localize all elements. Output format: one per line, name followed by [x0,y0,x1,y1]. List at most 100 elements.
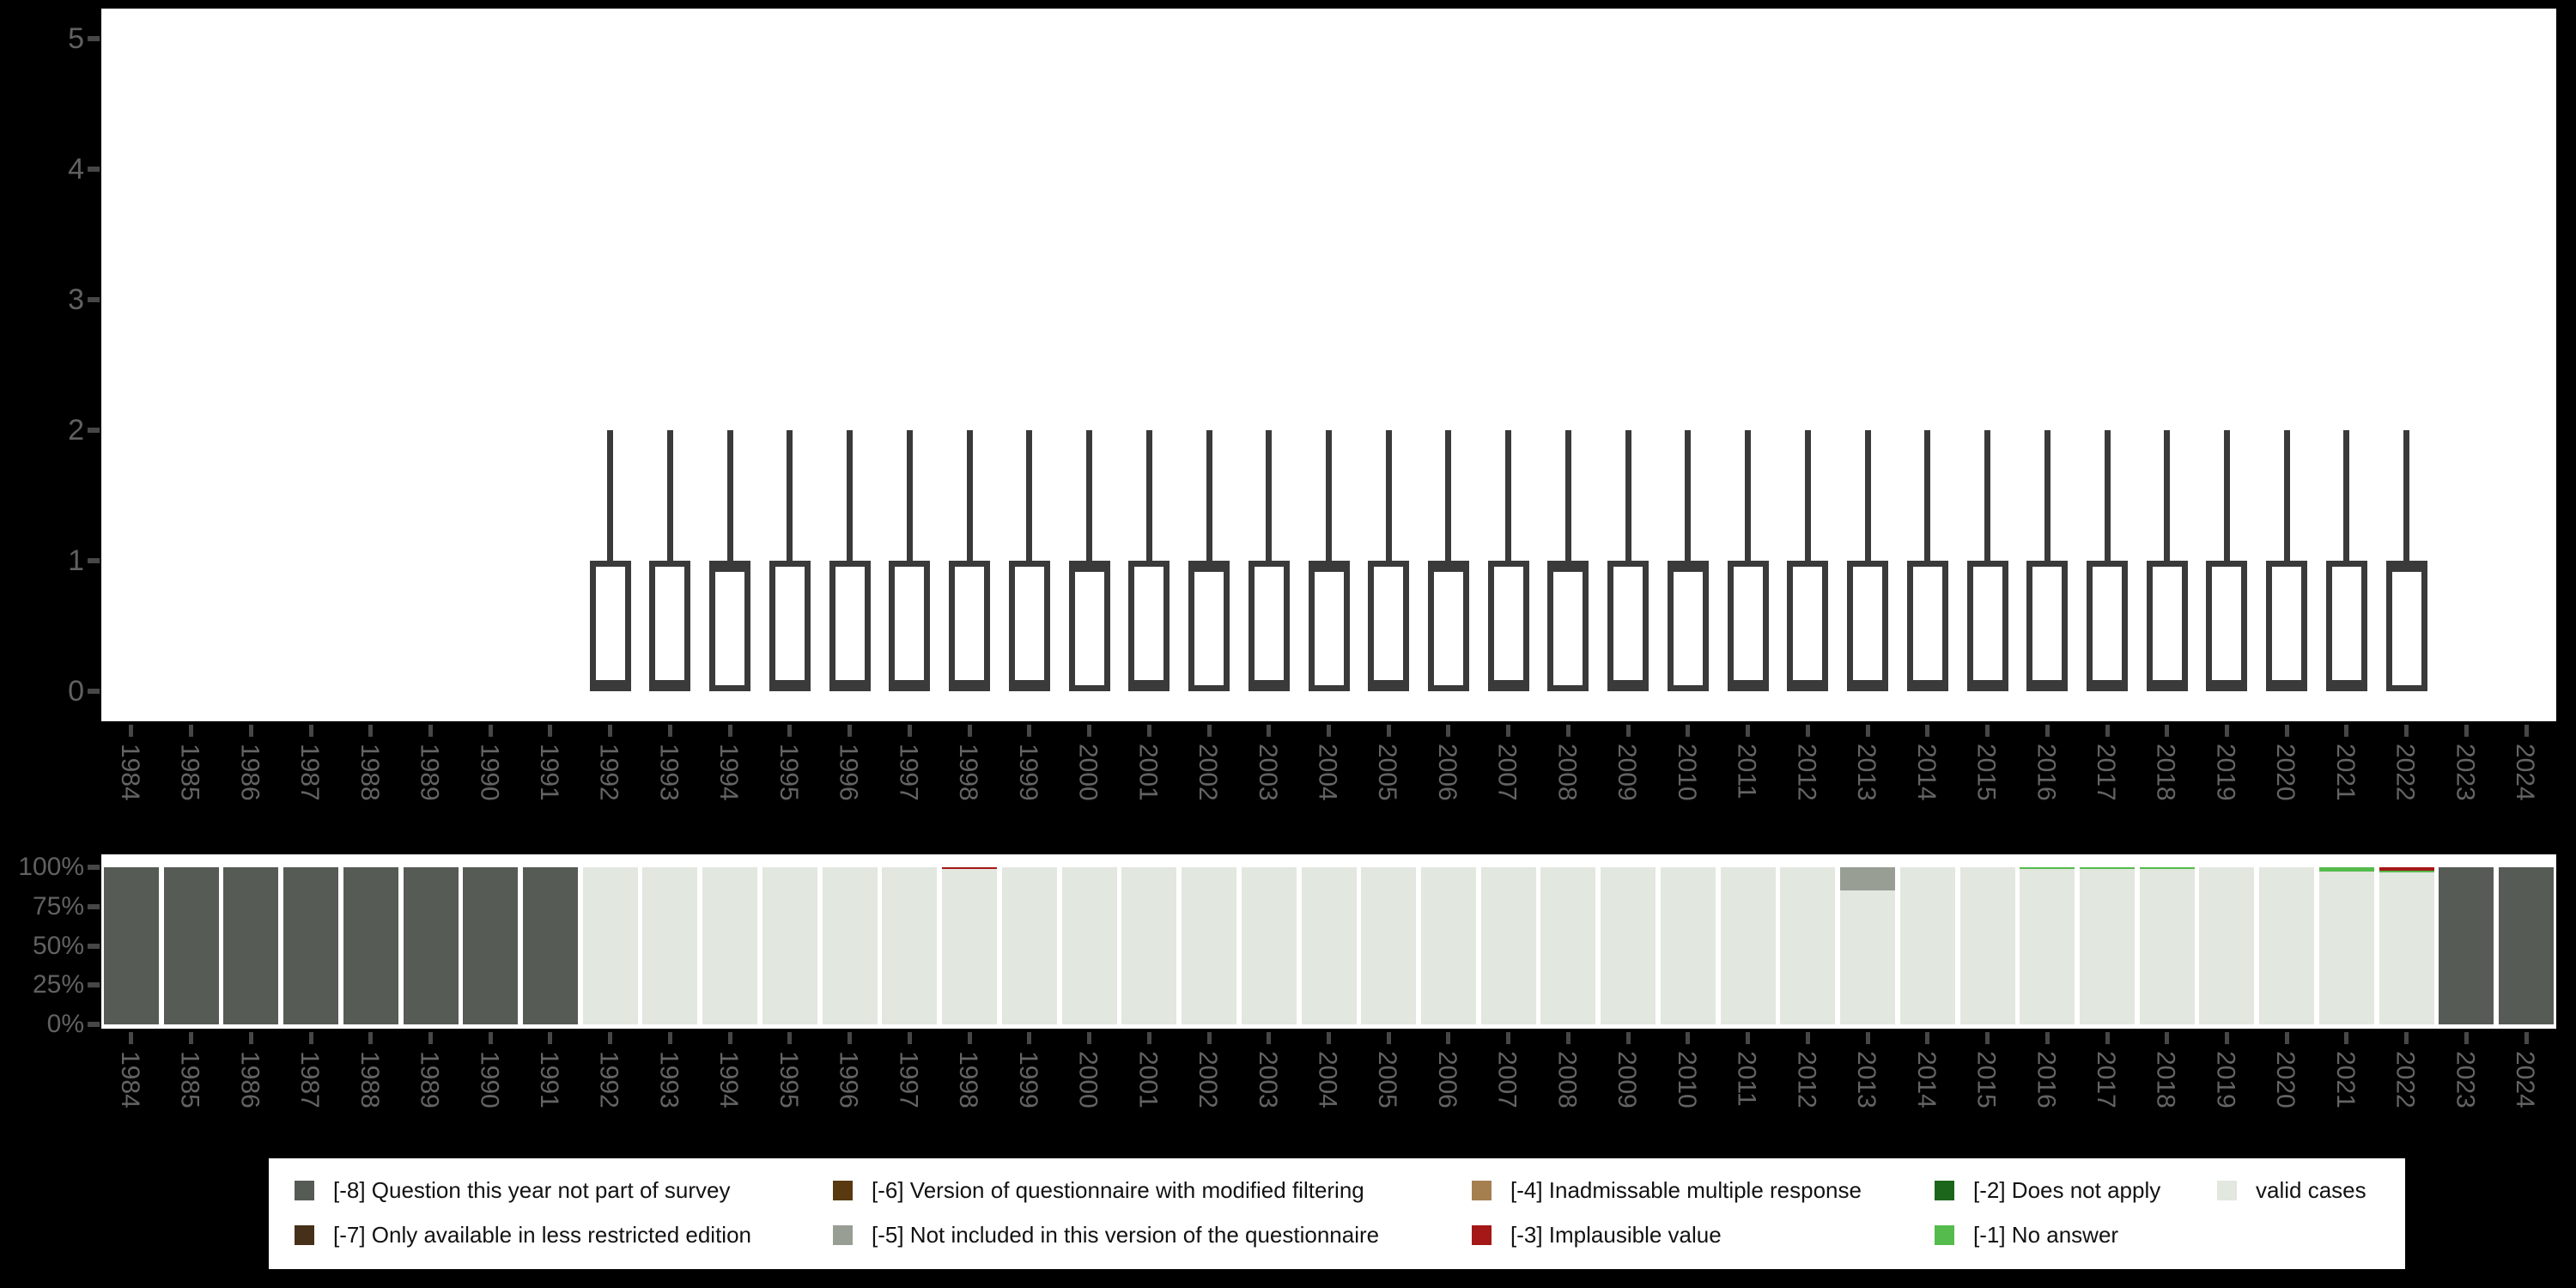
bar-x-tick-mark [2044,1032,2050,1044]
boxplot-x-tick-mark [1565,725,1571,737]
box-whisker [2164,430,2171,561]
bar-segment--1 [2020,867,2075,869]
stacked-bar-1995 [762,867,817,1024]
box-median [889,680,931,691]
boxplot-x-tick-label: 1997 [894,744,923,801]
boxplot-y-tick-mark [88,167,100,172]
boxplot-x-tick-mark [1925,725,1930,737]
bar-x-tick-mark [2105,1032,2110,1044]
box-whisker [847,430,854,561]
bar-segment-valid [2080,868,2135,1024]
box-median [2325,680,2367,691]
bar-x-tick-label: 1998 [954,1051,983,1109]
bar-x-tick-label: 2005 [1373,1051,1402,1109]
stacked-bar-1988 [343,867,398,1024]
boxplot-x-tick-label: 2021 [2330,744,2360,801]
box-body [649,561,691,691]
legend-swatch--8 [295,1181,314,1200]
box-whisker [1924,430,1931,561]
boxplot-x-tick-mark [907,725,912,737]
box-whisker [966,430,973,561]
box-median [1308,561,1350,572]
bar-x-tick-mark [967,1032,972,1044]
bar-segment--1 [2080,867,2135,869]
bar-segment-valid [822,867,878,1024]
box-whisker [1864,430,1871,561]
bar-x-tick-label: 1985 [175,1051,204,1109]
boxplot-x-tick-mark [368,725,374,737]
stacked-bar-1989 [403,867,459,1024]
boxplot-x-tick-mark [129,725,134,737]
boxplot-x-tick-mark [2284,725,2289,737]
legend-swatch--6 [833,1181,853,1200]
bar-x-tick-mark [787,1032,793,1044]
stacked-bar-2003 [1241,867,1297,1024]
bar-segment--8 [223,867,279,1024]
bar-segment-valid [2139,868,2195,1024]
bar-segment-valid [2259,867,2315,1024]
bar-x-tick-label: 2018 [2151,1051,2180,1109]
box-body [2206,561,2248,691]
boxplot-x-tick-mark [2464,725,2469,737]
bar-segment--8 [522,867,578,1024]
box-median [1248,680,1290,691]
box-body [2026,561,2069,691]
legend-swatch--1 [1935,1225,1954,1245]
boxplot-x-tick-mark [2165,725,2170,737]
boxplot-x-tick-mark [1386,725,1391,737]
box-median [1487,680,1529,691]
box-body [1368,561,1410,691]
boxplot-x-tick-label: 2004 [1313,744,1342,801]
boxplot-x-tick-mark [488,725,493,737]
bar-segment--5 [1840,867,1896,891]
boxplot-x-tick-mark [2105,725,2110,737]
bar-x-tick-mark [189,1032,194,1044]
box-median [769,680,811,691]
bar-segment--1 [2379,870,2434,873]
boxplot-x-tick-mark [548,725,553,737]
box-whisker [1206,430,1212,561]
box-median [2385,561,2427,572]
box-body [709,561,751,691]
box-whisker [1445,430,1452,561]
boxplot-x-tick-mark [1506,725,1511,737]
bar-segment--3 [942,867,998,869]
bar-x-tick-label: 1993 [654,1051,683,1109]
box-whisker [607,430,614,561]
boxplot-x-tick-mark [1805,725,1810,737]
bar-x-tick-mark [1746,1032,1751,1044]
stacked-bar-2005 [1361,867,1417,1024]
bar-x-tick-mark [129,1032,134,1044]
bar-x-tick-mark [1565,1032,1571,1044]
boxplot-x-tick-mark [1146,725,1151,737]
boxplot-x-tick-mark [1865,725,1870,737]
bar-x-tick-mark [1146,1032,1151,1044]
bar-x-tick-label: 2003 [1253,1051,1282,1109]
bar-x-tick-mark [667,1032,672,1044]
boxplot-y-tick-label: 5 [68,22,84,55]
legend: [-8] Question this year not part of surv… [269,1158,2405,1269]
bar-x-tick-mark [248,1032,253,1044]
bar-x-tick-label: 2000 [1073,1051,1103,1109]
boxplot-x-tick-mark [1206,725,1212,737]
boxplot-y-tick-label: 2 [68,414,84,447]
boxplot-x-tick-label: 2001 [1133,744,1163,801]
stacked-bar-2012 [1780,867,1836,1024]
stacked-bar-2011 [1720,867,1776,1024]
boxplot-x-tick-label: 1991 [534,744,563,801]
boxplot-x-tick-mark [189,725,194,737]
boxplot-x-tick-label: 2014 [1911,744,1941,801]
stacked-bar-2000 [1061,867,1117,1024]
stacked-bar-1986 [223,867,279,1024]
stacked-bar-2023 [2439,867,2494,1024]
boxplot-x-tick-mark [1625,725,1631,737]
bar-x-tick-mark [1087,1032,1092,1044]
box-body [589,561,631,691]
boxplot-x-tick-mark [2344,725,2349,737]
bar-segment-valid [882,867,938,1024]
stacked-bar-2013 [1840,867,1896,1024]
bar-x-tick-label: 2016 [2032,1051,2061,1109]
bar-x-tick-mark [1267,1032,1272,1044]
bar-x-tick-mark [2284,1032,2289,1044]
box-body [1128,561,1170,691]
